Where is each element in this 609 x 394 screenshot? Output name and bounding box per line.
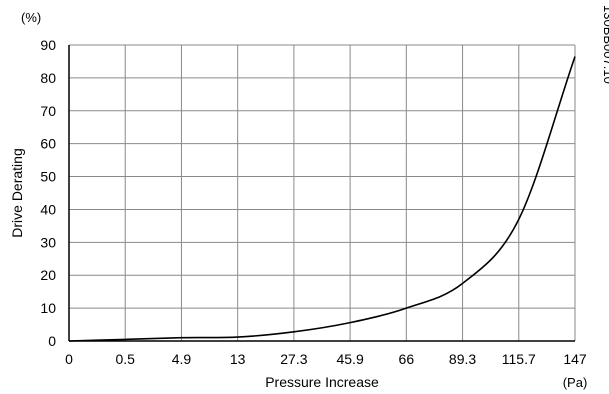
- x-tick-label-0.5: 0.5: [115, 351, 135, 367]
- figure-id: 130BB007.10: [601, 5, 609, 84]
- x-tick-label-27.3: 27.3: [280, 351, 307, 367]
- y-tick-label-70: 70: [40, 103, 56, 119]
- x-tick-label-147: 147: [563, 351, 587, 367]
- y-tick-label-50: 50: [40, 169, 56, 185]
- x-tick-label-66: 66: [399, 351, 415, 367]
- chart-grid: [69, 45, 575, 341]
- x-tick-label-89.3: 89.3: [449, 351, 476, 367]
- y-tick-label-40: 40: [40, 201, 56, 217]
- x-unit-label: (Pa): [563, 375, 588, 390]
- x-tick-label-115.7: 115.7: [502, 351, 536, 367]
- x-tick-label-4.9: 4.9: [172, 351, 192, 367]
- y-unit-label: (%): [21, 10, 41, 25]
- y-tick-label-90: 90: [40, 37, 56, 53]
- x-tick-labels: 0 0.5 4.9 13 27.3 45.9 66 89.3 115.7 147: [65, 351, 587, 367]
- x-axis-title: Pressure Increase: [265, 374, 379, 390]
- chart-axes: [69, 45, 575, 341]
- x-tick-label-13: 13: [230, 351, 246, 367]
- y-tick-label-0: 0: [48, 333, 56, 349]
- y-tick-labels: 0 10 20 30 40 50 60 70 80 90: [40, 37, 56, 349]
- y-axis-title: Drive Derating: [9, 148, 25, 237]
- y-tick-label-20: 20: [40, 267, 56, 283]
- derating-curve: [69, 57, 575, 342]
- y-tick-label-60: 60: [40, 136, 56, 152]
- x-tick-label-0: 0: [65, 351, 73, 367]
- y-tick-label-30: 30: [40, 234, 56, 250]
- y-tick-label-10: 10: [40, 300, 56, 316]
- y-tick-label-80: 80: [40, 70, 56, 86]
- x-tick-label-45.9: 45.9: [336, 351, 363, 367]
